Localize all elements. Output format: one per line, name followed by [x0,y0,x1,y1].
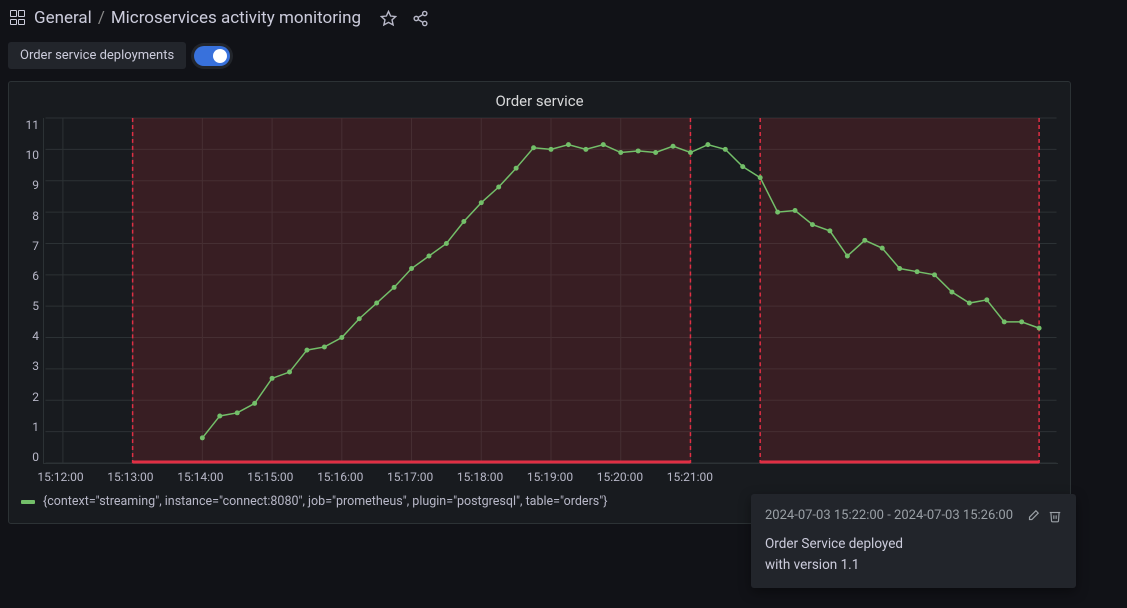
tooltip-time: 2024-07-03 15:22:00 - 2024-07-03 15:26:0… [765,506,1013,526]
chart: 11109876543210 [21,118,1058,464]
plot-area[interactable] [43,118,1058,464]
y-axis: 11109876543210 [21,118,43,464]
header-actions [379,9,429,27]
header-bar: General / Microservices activity monitor… [0,0,1127,36]
panel-title: Order service [21,92,1058,110]
tooltip-line2: with version 1.1 [765,555,1062,576]
variable-button[interactable]: Order service deployments [8,42,186,69]
star-icon[interactable] [379,9,397,27]
apps-icon[interactable] [10,10,26,26]
breadcrumb-separator: / [98,8,105,28]
panel-order-service: Order service 11109876543210 15:12:0015:… [8,81,1071,524]
x-axis: 15:12:0015:13:0015:14:0015:15:0015:16:00… [43,470,1058,486]
legend-swatch [21,500,35,504]
trash-icon[interactable] [1048,509,1062,523]
controls-row: Order service deployments [0,36,1127,75]
breadcrumb-folder[interactable]: General [34,8,92,28]
breadcrumb: General / Microservices activity monitor… [34,8,361,28]
tooltip-header: 2024-07-03 15:22:00 - 2024-07-03 15:26:0… [765,506,1062,526]
annotation-tooltip: 2024-07-03 15:22:00 - 2024-07-03 15:26:0… [751,494,1076,588]
edit-icon[interactable] [1026,509,1040,523]
legend-label[interactable]: {context="streaming", instance="connect:… [43,494,607,509]
annotations-toggle[interactable] [194,46,230,66]
tooltip-line1: Order Service deployed [765,534,1062,555]
page-title[interactable]: Microservices activity monitoring [111,8,361,28]
share-icon[interactable] [411,9,429,27]
